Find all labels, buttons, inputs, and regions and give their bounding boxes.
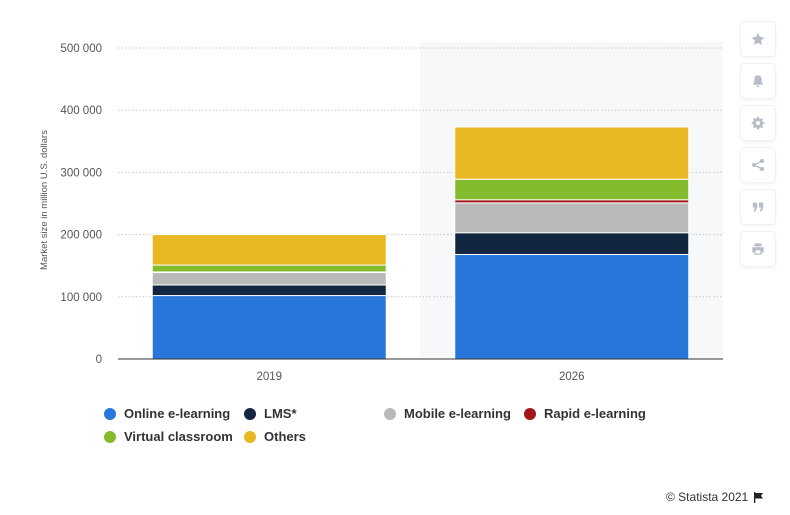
y-tick-label: 400 000	[60, 105, 102, 117]
legend-item-lms[interactable]: LMS*	[244, 406, 384, 421]
bar-segment-others-2026[interactable]	[454, 126, 690, 180]
legend-swatch	[244, 430, 256, 443]
cite-button[interactable]	[741, 190, 775, 224]
notification-button[interactable]	[741, 64, 775, 98]
chart: 0 100 000 200 000 300 000 400 000 500 000 2019…	[39, 42, 723, 383]
x-tick-label: 2026	[559, 371, 585, 383]
legend-item-rapid-e-learning[interactable]: Rapid e-learning	[524, 406, 664, 421]
x-tick-label: 2019	[256, 371, 282, 383]
legend-item-others[interactable]: Others	[244, 429, 384, 444]
y-tick-label: 500 000	[60, 43, 102, 55]
bar-segment-virtual-classroom-2019[interactable]	[151, 264, 387, 273]
legend-item-mobile-e-learning[interactable]: Mobile e-learning	[384, 406, 524, 421]
legend-swatch	[104, 407, 116, 420]
bar-segment-mobile-e-learning-2019[interactable]	[151, 272, 387, 286]
share-icon	[752, 159, 764, 171]
legend-item-virtual-classroom[interactable]: Virtual classroom	[104, 429, 244, 444]
quote-icon	[752, 202, 764, 212]
print-button[interactable]	[741, 232, 775, 266]
bar-segment-online-e-learning-2026[interactable]	[454, 254, 690, 360]
legend: Online e-learning LMS* Mobile e-learning…	[104, 402, 704, 448]
credit-text: © Statista 2021	[666, 490, 749, 504]
flag-icon	[754, 491, 764, 503]
bar-segment-others-2019[interactable]	[151, 234, 387, 266]
share-button[interactable]	[741, 148, 775, 182]
y-tick-label: 100 000	[60, 292, 102, 304]
gear-icon	[751, 116, 765, 130]
bars	[151, 126, 690, 360]
legend-swatch	[244, 407, 256, 420]
print-icon	[752, 243, 764, 255]
bar-segment-lms-2026[interactable]	[454, 232, 690, 256]
ticks: 0 100 000 200 000 300 000 400 000 500 000 2019…	[60, 43, 584, 383]
favorite-button[interactable]	[741, 22, 775, 56]
legend-label: Rapid e-learning	[544, 406, 646, 421]
y-tick-label: 200 000	[60, 230, 102, 242]
bell-icon	[753, 75, 763, 88]
legend-item-online-e-learning[interactable]: Online e-learning	[104, 406, 244, 421]
legend-swatch	[384, 407, 396, 420]
legend-row: Virtual classroom Others	[104, 425, 704, 448]
legend-row: Online e-learning LMS* Mobile e-learning…	[104, 402, 704, 425]
toolbar	[741, 22, 775, 266]
star-icon	[751, 32, 765, 45]
legend-label: Online e-learning	[124, 406, 231, 421]
y-axis-label: Market size in million U.S. dollars	[39, 130, 50, 270]
source-credit[interactable]: © Statista 2021	[666, 490, 764, 504]
legend-label: Mobile e-learning	[404, 406, 511, 421]
bar-segment-mobile-e-learning-2026[interactable]	[454, 202, 690, 234]
settings-button[interactable]	[741, 106, 775, 140]
legend-swatch	[524, 407, 536, 420]
legend-label: LMS*	[264, 406, 297, 421]
legend-label: Virtual classroom	[124, 429, 233, 444]
bar-segment-online-e-learning-2019[interactable]	[151, 295, 387, 360]
bar-segment-lms-2019[interactable]	[151, 284, 387, 297]
bar-segment-virtual-classroom-2026[interactable]	[454, 178, 690, 201]
y-tick-label: 300 000	[60, 167, 102, 179]
y-tick-label: 0	[96, 354, 102, 366]
legend-label: Others	[264, 429, 306, 444]
legend-swatch	[104, 430, 116, 443]
